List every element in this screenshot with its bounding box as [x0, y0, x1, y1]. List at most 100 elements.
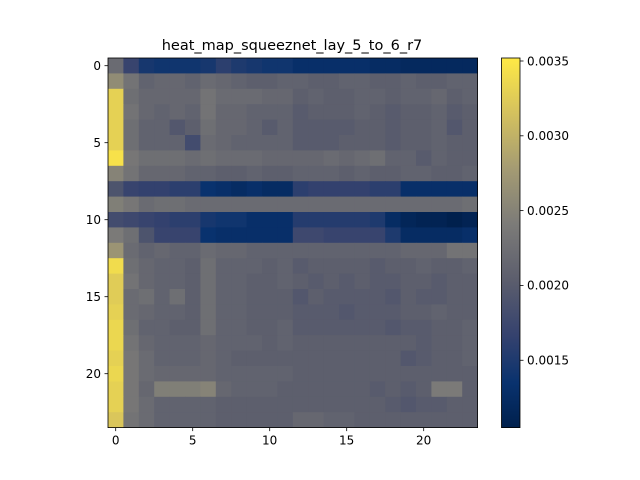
- heatmap-cell: [185, 381, 201, 398]
- heatmap-cell: [200, 119, 217, 136]
- heatmap-cell: [369, 258, 386, 274]
- heatmap-cell: [123, 212, 140, 228]
- heatmap-cell: [400, 242, 417, 259]
- heatmap-cell: [154, 88, 170, 105]
- heatmap-cell: [123, 150, 140, 167]
- heatmap-cell: [292, 319, 309, 336]
- heatmap-cell: [323, 366, 340, 382]
- heatmap-cell: [446, 381, 463, 398]
- heatmap-cell: [400, 304, 417, 321]
- heatmap-cell: [185, 212, 201, 228]
- heatmap-cell: [277, 165, 294, 182]
- heatmap-cell: [323, 212, 340, 228]
- heatmap-cell: [400, 88, 417, 105]
- heatmap-cell: [200, 196, 217, 213]
- heatmap-cell: [323, 304, 340, 321]
- heatmap-cell: [308, 350, 324, 367]
- heatmap-cell: [200, 135, 217, 151]
- heatmap-cell: [138, 242, 155, 259]
- heatmap-cell: [169, 242, 186, 259]
- heatmap-cell: [354, 104, 371, 120]
- heatmap-cell: [354, 242, 371, 259]
- heatmap-cell: [185, 319, 201, 336]
- heatmap-cell: [185, 227, 201, 244]
- heatmap-cell: [262, 273, 278, 290]
- heatmap-cell: [231, 88, 247, 105]
- heatmap-cell: [431, 304, 448, 321]
- heatmap-cell: [231, 273, 247, 290]
- heatmap-cell: [308, 150, 324, 167]
- x-tick-label: 15: [339, 434, 354, 448]
- heatmap-cell: [123, 273, 140, 290]
- heatmap-cell: [354, 150, 371, 167]
- heatmap-cell: [262, 242, 278, 259]
- heatmap-cell: [431, 381, 448, 398]
- heatmap-cell: [123, 319, 140, 336]
- heatmap-cell: [138, 289, 155, 305]
- heatmap-cell: [308, 104, 324, 120]
- heatmap-cell: [446, 412, 463, 428]
- heatmap-cell: [292, 58, 309, 74]
- heatmap-cell: [138, 150, 155, 167]
- heatmap-cell: [246, 135, 263, 151]
- heatmap-cell: [369, 304, 386, 321]
- heatmap-cell: [185, 73, 201, 90]
- heatmap-cell: [400, 350, 417, 367]
- heatmap-cell: [231, 165, 247, 182]
- heatmap-cell: [185, 181, 201, 197]
- heatmap-cell: [339, 227, 355, 244]
- heatmap-cell: [308, 366, 324, 382]
- heatmap-cell: [123, 119, 140, 136]
- heatmap-cell: [246, 58, 263, 74]
- heatmap-cell: [308, 396, 324, 413]
- heatmap-cell: [246, 196, 263, 213]
- heatmap-cell: [339, 196, 355, 213]
- heatmap-cell: [246, 242, 263, 259]
- heatmap-cell: [354, 366, 371, 382]
- y-tick-label: 5: [93, 136, 101, 150]
- heatmap-cell: [246, 258, 263, 274]
- heatmap-cell: [369, 196, 386, 213]
- heatmap-cell: [169, 165, 186, 182]
- heatmap-cell: [231, 350, 247, 367]
- heatmap-cell: [262, 350, 278, 367]
- heatmap-cell: [308, 289, 324, 305]
- heatmap-cell: [215, 366, 232, 382]
- heatmap-cell: [262, 319, 278, 336]
- heatmap-cell: [400, 273, 417, 290]
- heatmap-cell: [339, 381, 355, 398]
- heatmap-cell: [169, 319, 186, 336]
- heatmap-cell: [138, 258, 155, 274]
- heatmap-cell: [339, 58, 355, 74]
- heatmap-cell: [462, 119, 478, 136]
- heatmap-cell: [185, 304, 201, 321]
- heatmap-cell: [138, 350, 155, 367]
- heatmap-cell: [369, 350, 386, 367]
- heatmap-cell: [123, 165, 140, 182]
- heatmap-cell: [169, 366, 186, 382]
- heatmap-cell: [369, 289, 386, 305]
- heatmap-cell: [308, 242, 324, 259]
- heatmap-cell: [369, 366, 386, 382]
- heatmap-cell: [354, 212, 371, 228]
- y-tick-label: 0: [93, 59, 101, 73]
- heatmap-cell: [323, 73, 340, 90]
- y-tick-label: 15: [86, 290, 101, 304]
- heatmap-cell: [277, 196, 294, 213]
- heatmap-cell: [308, 273, 324, 290]
- heatmap-cell: [416, 242, 432, 259]
- colorbar-tick-label: 0.0015: [527, 354, 569, 368]
- heatmap-cell: [446, 304, 463, 321]
- heatmap-cell: [446, 242, 463, 259]
- heatmap-cell: [308, 335, 324, 351]
- heatmap-cell: [400, 335, 417, 351]
- heatmap-cell: [416, 135, 432, 151]
- heatmap-cell: [369, 227, 386, 244]
- heatmap-cell: [231, 150, 247, 167]
- heatmap-cell: [262, 119, 278, 136]
- heatmap-cell: [339, 150, 355, 167]
- heatmap-cell: [369, 119, 386, 136]
- heatmap-cell: [231, 289, 247, 305]
- heatmap-cell: [200, 212, 217, 228]
- heatmap-cell: [215, 119, 232, 136]
